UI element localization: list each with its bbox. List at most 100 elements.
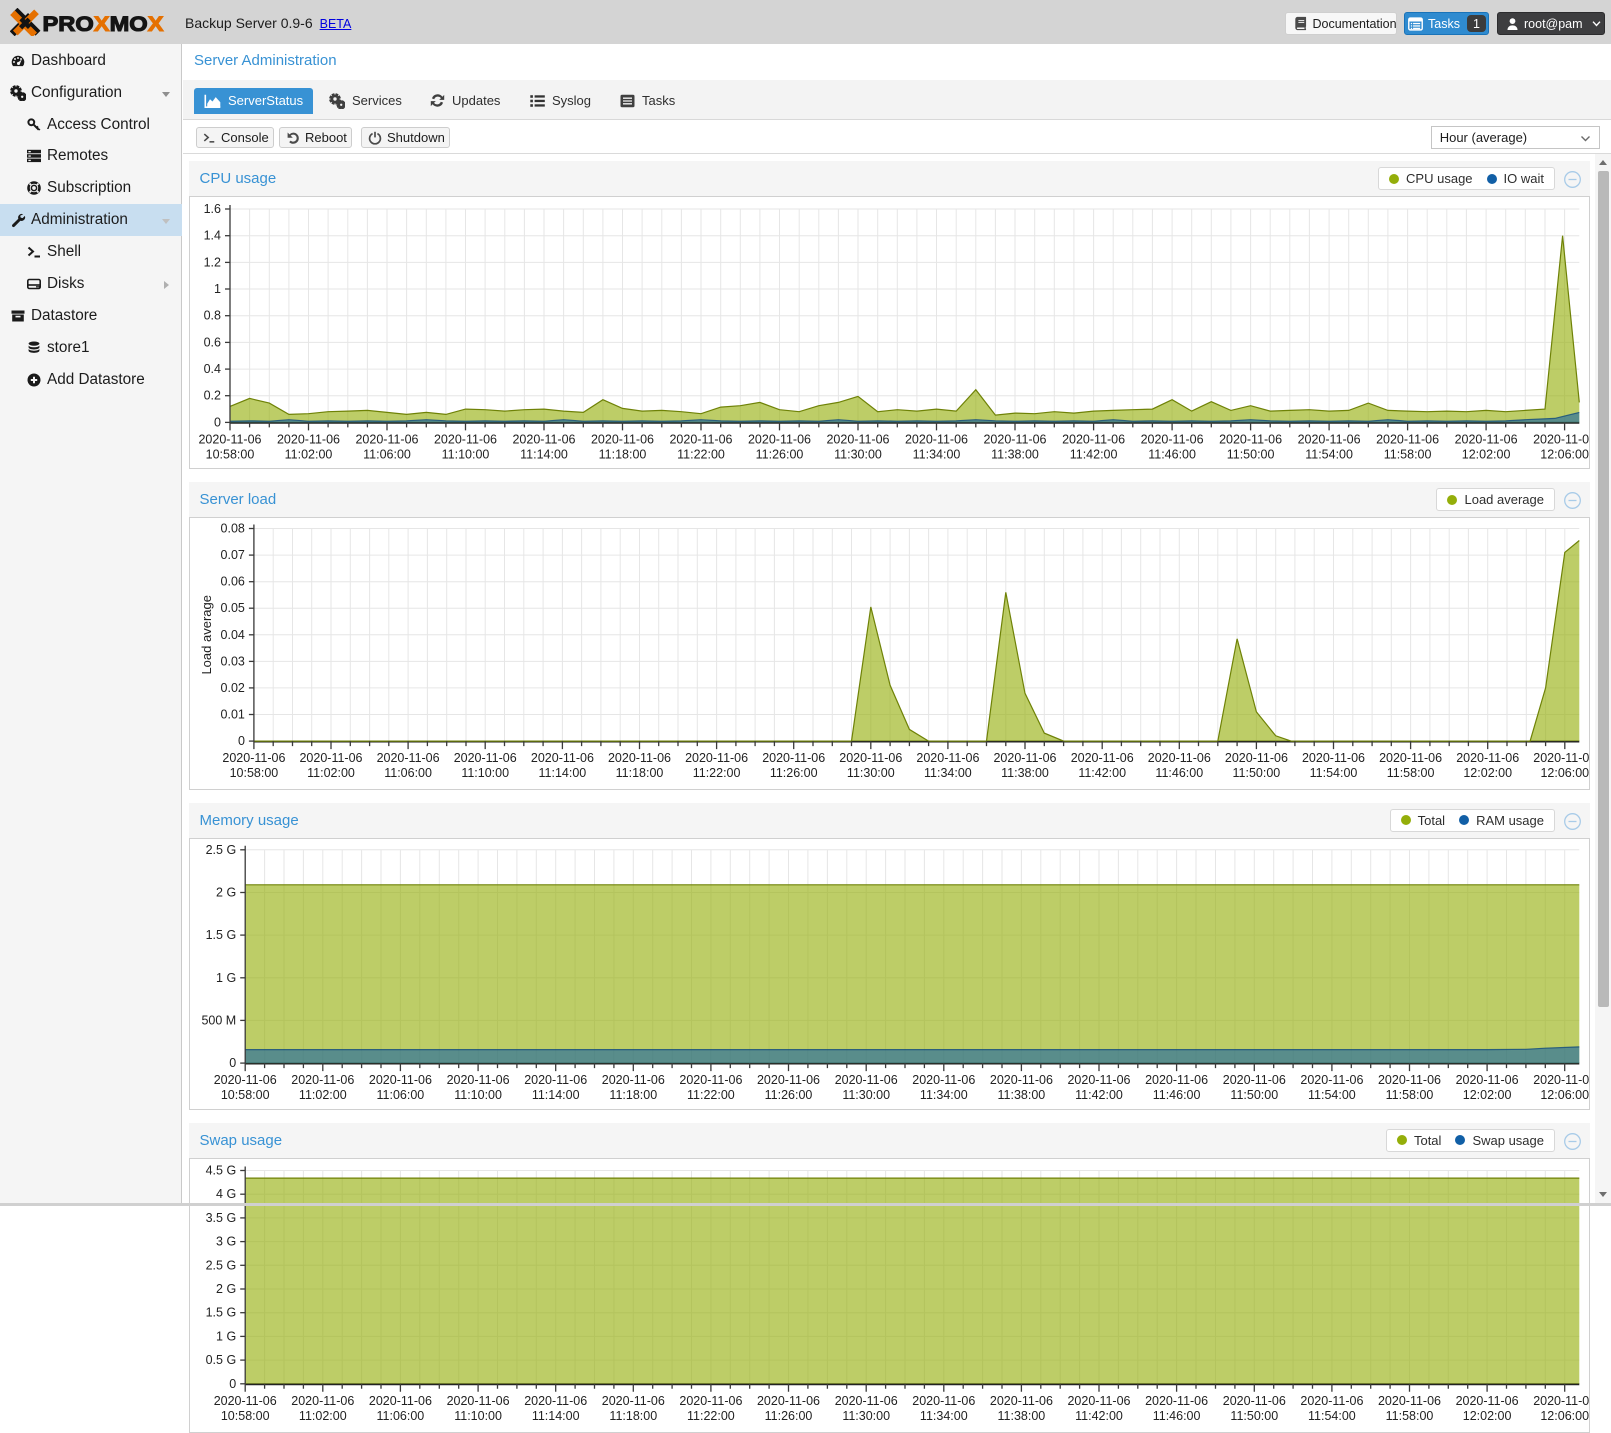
svg-text:11:58:00: 11:58:00 (1385, 1088, 1433, 1102)
svg-text:2020-11-06: 2020-11-06 (1377, 1073, 1440, 1087)
svg-text:0: 0 (237, 734, 244, 748)
svg-text:2020-11-06: 2020-11-06 (1067, 1073, 1130, 1087)
svg-text:1 G: 1 G (216, 1329, 236, 1343)
svg-text:0.4: 0.4 (203, 362, 220, 376)
svg-text:11:46:00: 11:46:00 (1148, 448, 1196, 462)
svg-text:11:06:00: 11:06:00 (363, 448, 411, 462)
svg-text:11:18:00: 11:18:00 (615, 766, 663, 780)
svg-text:2020-11-06: 2020-11-06 (912, 1073, 975, 1087)
svg-text:0.03: 0.03 (220, 654, 244, 668)
svg-text:2020-11-06: 2020-11-06 (916, 751, 979, 765)
svg-text:2020-11-06: 2020-11-06 (1219, 433, 1282, 447)
svg-text:11:22:00: 11:22:00 (692, 766, 740, 780)
svg-text:10:58:00: 10:58:00 (220, 1408, 269, 1422)
svg-text:2 G: 2 G (216, 1282, 236, 1296)
svg-text:2020-11-06: 2020-11-06 (1454, 433, 1517, 447)
svg-text:2020-11-06: 2020-11-06 (762, 751, 825, 765)
svg-text:2020-11-06: 2020-11-06 (590, 433, 653, 447)
svg-text:2020-11-06: 2020-11-06 (276, 433, 339, 447)
svg-text:2 G: 2 G (216, 885, 236, 899)
svg-text:2020-11-06: 2020-11-06 (446, 1073, 509, 1087)
svg-text:2020-11-06: 2020-11-06 (1377, 1393, 1440, 1407)
svg-text:2020-11-06: 2020-11-06 (355, 433, 418, 447)
svg-text:11:42:00: 11:42:00 (1078, 766, 1126, 780)
svg-text:1 G: 1 G (216, 970, 236, 984)
svg-text:11:46:00: 11:46:00 (1152, 1088, 1200, 1102)
svg-text:12:02:00: 12:02:00 (1462, 1408, 1511, 1422)
svg-text:2020-11-06: 2020-11-06 (839, 751, 902, 765)
svg-text:11:26:00: 11:26:00 (755, 448, 803, 462)
svg-text:2020-11-06: 2020-11-06 (1145, 1393, 1208, 1407)
svg-text:4.5 G: 4.5 G (205, 1163, 236, 1177)
svg-text:2020-11-06: 2020-11-06 (291, 1393, 354, 1407)
svg-text:11:10:00: 11:10:00 (454, 1408, 502, 1422)
svg-text:Load average: Load average (198, 595, 213, 675)
svg-text:2020-11-06: 2020-11-06 (983, 433, 1046, 447)
svg-text:2020-11-06: 2020-11-06 (989, 1393, 1052, 1407)
svg-text:11:22:00: 11:22:00 (687, 1088, 735, 1102)
svg-text:0: 0 (229, 1056, 236, 1070)
svg-text:11:58:00: 11:58:00 (1386, 766, 1434, 780)
svg-text:2020-11-06: 2020-11-06 (669, 433, 732, 447)
svg-text:1.2: 1.2 (203, 256, 220, 270)
svg-text:1.4: 1.4 (203, 229, 220, 243)
svg-text:11:22:00: 11:22:00 (677, 448, 725, 462)
svg-text:11:54:00: 11:54:00 (1309, 766, 1357, 780)
svg-text:12:06:00: 12:06:00 (1540, 1088, 1589, 1102)
svg-text:2020-11-06: 2020-11-06 (213, 1393, 276, 1407)
svg-text:2020-11-06: 2020-11-06 (530, 751, 593, 765)
svg-text:11:50:00: 11:50:00 (1230, 1088, 1278, 1102)
svg-text:11:26:00: 11:26:00 (764, 1088, 812, 1102)
svg-text:500 M: 500 M (201, 1013, 236, 1027)
svg-text:11:22:00: 11:22:00 (687, 1408, 735, 1422)
svg-text:2020-11-06: 2020-11-06 (1379, 751, 1442, 765)
svg-text:3.5 G: 3.5 G (205, 1210, 236, 1224)
svg-text:11:18:00: 11:18:00 (598, 448, 646, 462)
svg-text:2020-11-06: 2020-11-06 (1222, 1073, 1285, 1087)
svg-text:2.5 G: 2.5 G (205, 842, 236, 856)
svg-text:2020-11-06: 2020-11-06 (756, 1393, 819, 1407)
svg-text:11:46:00: 11:46:00 (1152, 1408, 1200, 1422)
svg-text:11:14:00: 11:14:00 (531, 1088, 579, 1102)
svg-text:4 G: 4 G (216, 1187, 236, 1201)
svg-text:2020-11-06: 2020-11-06 (1222, 1393, 1285, 1407)
svg-text:11:18:00: 11:18:00 (609, 1088, 657, 1102)
svg-text:2020-11-06: 2020-11-06 (1455, 1393, 1518, 1407)
svg-text:11:34:00: 11:34:00 (924, 766, 972, 780)
svg-text:0: 0 (214, 416, 221, 430)
svg-text:2020-11-06: 2020-11-06 (1533, 1393, 1589, 1407)
svg-text:2020-11-06: 2020-11-06 (679, 1393, 742, 1407)
svg-text:10:58:00: 10:58:00 (220, 1088, 269, 1102)
svg-text:11:02:00: 11:02:00 (298, 1088, 346, 1102)
svg-text:11:06:00: 11:06:00 (376, 1408, 424, 1422)
svg-text:2020-11-06: 2020-11-06 (1533, 1073, 1589, 1087)
svg-text:12:06:00: 12:06:00 (1540, 766, 1589, 780)
svg-text:2020-11-06: 2020-11-06 (524, 1393, 587, 1407)
svg-text:11:14:00: 11:14:00 (538, 766, 586, 780)
svg-text:2020-11-06: 2020-11-06 (601, 1393, 664, 1407)
svg-text:12:02:00: 12:02:00 (1461, 448, 1510, 462)
svg-text:2020-11-06: 2020-11-06 (826, 433, 889, 447)
svg-text:0: 0 (229, 1376, 236, 1390)
svg-text:0.6: 0.6 (203, 336, 220, 350)
svg-text:2020-11-06: 2020-11-06 (368, 1393, 431, 1407)
svg-text:1.5 G: 1.5 G (205, 928, 236, 942)
svg-text:10:58:00: 10:58:00 (205, 448, 254, 462)
svg-text:2020-11-06: 2020-11-06 (453, 751, 516, 765)
svg-text:11:18:00: 11:18:00 (609, 1408, 657, 1422)
svg-text:11:26:00: 11:26:00 (769, 766, 817, 780)
svg-text:11:34:00: 11:34:00 (919, 1408, 967, 1422)
svg-text:11:34:00: 11:34:00 (919, 1088, 967, 1102)
svg-text:2020-11-06: 2020-11-06 (198, 433, 261, 447)
svg-text:11:42:00: 11:42:00 (1075, 1408, 1123, 1422)
svg-text:2.5 G: 2.5 G (205, 1258, 236, 1272)
svg-text:2020-11-06: 2020-11-06 (1140, 433, 1203, 447)
svg-text:11:06:00: 11:06:00 (376, 1088, 424, 1102)
svg-text:11:54:00: 11:54:00 (1305, 448, 1353, 462)
svg-text:11:34:00: 11:34:00 (912, 448, 960, 462)
svg-text:11:38:00: 11:38:00 (997, 1408, 1045, 1422)
svg-text:11:42:00: 11:42:00 (1075, 1088, 1123, 1102)
svg-text:2020-11-06: 2020-11-06 (222, 751, 285, 765)
svg-text:11:10:00: 11:10:00 (441, 448, 489, 462)
